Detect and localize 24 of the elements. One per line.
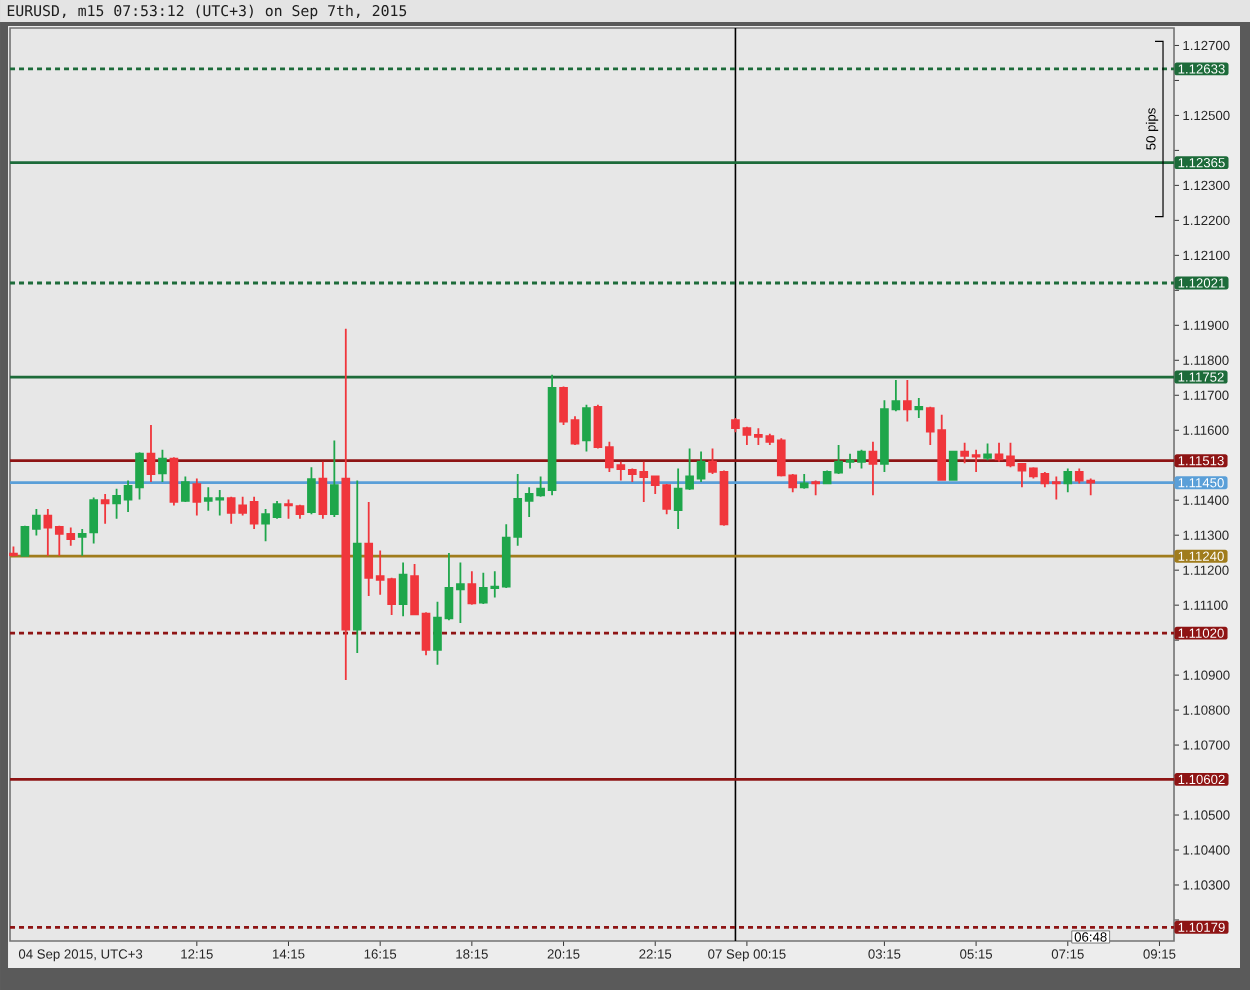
candlestick	[192, 477, 202, 517]
candlestick	[582, 403, 591, 453]
candlestick	[811, 479, 820, 497]
candlestick	[914, 397, 924, 419]
candlestick	[352, 479, 362, 654]
candlestick	[307, 466, 316, 516]
candlestick	[89, 496, 99, 545]
candlestick	[318, 460, 328, 520]
candlestick	[158, 448, 167, 483]
candlestick	[983, 442, 992, 462]
candlestick	[398, 561, 408, 618]
candlestick	[868, 440, 878, 497]
candlestick	[146, 424, 156, 483]
candlestick	[169, 456, 179, 507]
candlestick	[467, 570, 477, 606]
candlestick	[903, 378, 912, 423]
candlestick	[100, 493, 110, 525]
candlestick	[1063, 467, 1073, 494]
candlestick	[330, 439, 339, 518]
candlestick	[181, 475, 190, 503]
candlestick	[77, 528, 87, 557]
candlestick	[948, 449, 958, 482]
candlestick	[799, 473, 809, 490]
candlestick	[341, 327, 351, 681]
